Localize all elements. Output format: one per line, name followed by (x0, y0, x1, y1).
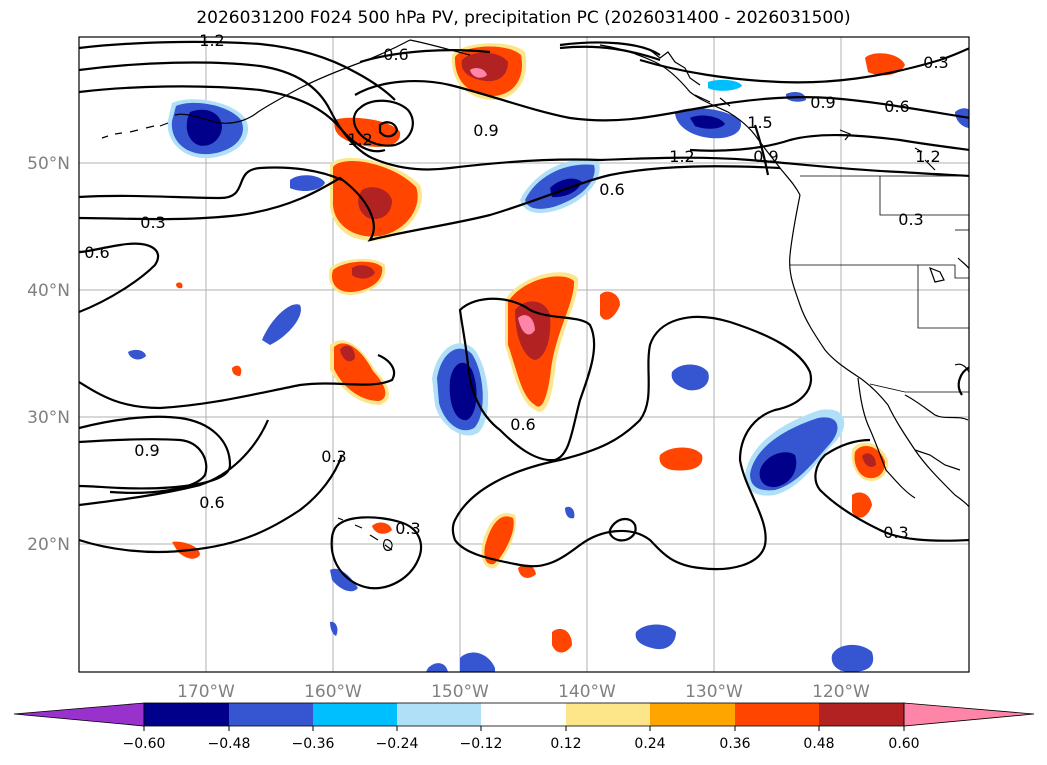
lat-label: 30°N (27, 408, 70, 428)
colorbar-extend-high (903, 702, 1035, 727)
contour-label: 0.3 (395, 519, 420, 538)
contour-label: 0.6 (599, 180, 624, 199)
precip-pos-central (232, 272, 620, 412)
colorbar-segment (397, 703, 481, 726)
contour-label: 0.6 (84, 243, 109, 262)
precip-neg-east (745, 409, 845, 496)
contour-label: 0.3 (898, 210, 923, 229)
lat-label: 40°N (27, 281, 70, 301)
colorbar-tick-label: 0.48 (803, 736, 834, 752)
colorbar: −0.60 −0.48 −0.36 −0.24 −0.12 0.12 0.24 … (13, 702, 1035, 752)
colorbar-segment (481, 703, 566, 726)
colorbar-tick-label: −0.36 (292, 736, 335, 752)
colorbar-segment (735, 703, 819, 726)
contour-label: 0.6 (510, 415, 535, 434)
contour-label: 0.6 (884, 97, 909, 116)
colorbar-segment (566, 703, 650, 726)
colorbar-segment (650, 703, 735, 726)
lon-label: 120°W (812, 682, 870, 702)
colorbar-tick-label: 0.60 (888, 736, 919, 752)
lon-label: 170°W (177, 682, 235, 702)
lon-label: 130°W (685, 682, 743, 702)
contour-label: 0.6 (199, 493, 224, 512)
state-borders (790, 175, 969, 393)
contour-label: 1.2 (347, 130, 372, 149)
precip-pos-north (451, 43, 527, 100)
colorbar-tick-label: −0.24 (376, 736, 419, 752)
contour-label: 0.9 (134, 441, 159, 460)
colorbar-tick-label: −0.48 (208, 736, 251, 752)
pv-contours (79, 40, 969, 590)
colorbar-tick-label: 0.36 (719, 736, 750, 752)
colorbar-extend-low (13, 702, 145, 727)
contour-label: 0.9 (473, 121, 498, 140)
colorbar-tick-label: 0.12 (550, 736, 581, 752)
map-title: 2026031200 F024 500 hPa PV, precipitatio… (196, 8, 851, 28)
lon-label: 160°W (304, 682, 362, 702)
contour-label: 0.9 (810, 93, 835, 112)
lon-label: 150°W (431, 682, 489, 702)
lon-labels: 170°W 160°W 150°W 140°W 130°W 120°W (177, 682, 870, 702)
precip-neg-central (432, 343, 489, 436)
colorbar-segment (313, 703, 397, 726)
colorbar-frame (143, 702, 905, 727)
contour-label: 1.5 (747, 113, 772, 132)
colorbar-segment (229, 703, 313, 726)
colorbar-ticks (143, 726, 905, 731)
contour-label: 0.3 (883, 523, 908, 542)
contour-label: 1.2 (915, 147, 940, 166)
contour-label: 0.6 (383, 45, 408, 64)
lat-label: 20°N (27, 535, 70, 555)
contour-label: 0.3 (140, 213, 165, 232)
lat-label: 50°N (27, 154, 70, 174)
lon-label: 140°W (558, 682, 616, 702)
colorbar-tick-label: 0.24 (634, 736, 665, 752)
lat-labels: 50°N 40°N 30°N 20°N (27, 154, 70, 555)
precip-pos-south (172, 53, 905, 653)
contour-label: 1.2 (199, 31, 224, 50)
colorbar-segment (819, 703, 904, 726)
contour-label: 0.9 (753, 147, 778, 166)
colorbar-tick-label: −0.60 (123, 736, 166, 752)
contour-label: 0.3 (923, 53, 948, 72)
contour-labels: 1.2 0.6 0.9 1.2 0.9 1.5 1.2 0.6 0.9 0.6 … (84, 31, 948, 542)
contour-label: 0.3 (321, 447, 346, 466)
colorbar-tick-label: −0.12 (460, 736, 503, 752)
map-frame (78, 36, 970, 673)
contour-label: 1.2 (669, 147, 694, 166)
colorbar-segment (144, 703, 229, 726)
